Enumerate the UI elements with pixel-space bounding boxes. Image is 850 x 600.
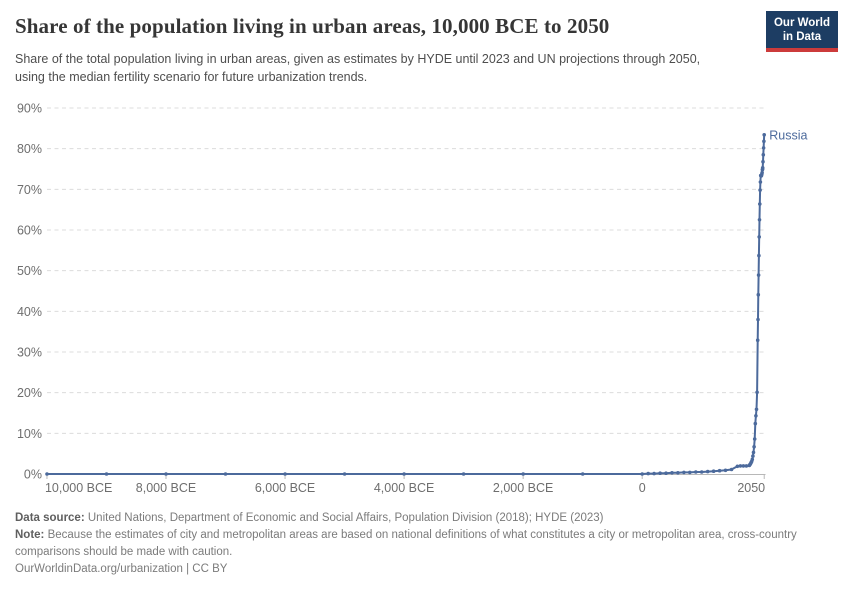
data-point-marker — [751, 450, 756, 455]
y-tick-label: 40% — [17, 305, 42, 319]
data-point-marker — [580, 472, 585, 476]
data-point-marker — [761, 146, 766, 150]
data-point-marker — [342, 472, 347, 476]
y-tick-label: 90% — [17, 101, 42, 115]
owid-logo[interactable]: Our World in Data — [765, 11, 838, 52]
data-point-marker — [711, 469, 716, 474]
y-tick-label: 20% — [17, 386, 42, 400]
data-point-marker — [757, 235, 761, 239]
data-point-marker — [741, 464, 746, 468]
data-source-line: Data source: United Nations, Department … — [15, 510, 835, 527]
data-point-marker — [676, 471, 680, 475]
data-point-marker — [521, 472, 525, 476]
data-point-marker — [752, 437, 757, 441]
data-point-marker — [760, 166, 765, 170]
data-point-marker — [705, 469, 710, 474]
data-point-marker — [760, 170, 764, 175]
data-point-marker — [753, 421, 758, 426]
data-point-marker — [757, 218, 762, 222]
x-tick-label: 10,000 BCE — [45, 481, 112, 495]
data-point-marker — [658, 471, 662, 476]
data-point-marker — [223, 472, 228, 476]
x-tick-label: 2050 — [737, 481, 765, 495]
x-tick-label: 8,000 BCE — [136, 481, 196, 495]
y-tick-label: 60% — [17, 223, 42, 237]
data-point-marker — [688, 470, 692, 475]
data-point-marker — [754, 414, 758, 418]
x-tick-label: 6,000 BCE — [255, 481, 315, 495]
data-point-marker — [646, 471, 650, 476]
data-point-marker — [762, 139, 766, 144]
data-point-marker — [652, 471, 656, 476]
data-point-marker — [723, 468, 728, 473]
data-point-marker — [755, 390, 759, 395]
note-label: Note: — [15, 529, 45, 541]
data-point-marker — [640, 472, 644, 476]
data-point-marker — [757, 253, 761, 258]
y-tick-label: 10% — [17, 427, 42, 441]
data-point-marker — [758, 180, 763, 184]
data-point-marker — [752, 445, 756, 449]
y-tick-label: 0% — [24, 468, 42, 482]
data-point-marker — [755, 338, 760, 343]
y-tick-label: 80% — [17, 142, 42, 156]
page-title: Share of the population living in urban … — [15, 14, 610, 38]
data-point-marker — [717, 468, 722, 473]
note-text: Because the estimates of city and metrop… — [15, 529, 797, 558]
data-point-marker — [758, 188, 762, 192]
data-point-marker — [750, 457, 755, 462]
data-point-marker — [670, 471, 674, 475]
data-point-marker — [756, 292, 761, 297]
data-point-marker — [699, 470, 704, 474]
data-point-marker — [402, 472, 406, 476]
logo-line-1: Our World — [773, 17, 830, 29]
data-point-marker — [756, 273, 761, 277]
y-tick-label: 50% — [17, 264, 42, 278]
x-tick-label: 4,000 BCE — [374, 481, 434, 495]
chart-subtitle: Share of the total population living in … — [15, 52, 701, 84]
data-point-marker — [283, 472, 287, 476]
data-point-marker — [664, 471, 668, 476]
data-point-marker — [104, 472, 109, 476]
logo-line-2: in Data — [782, 31, 822, 43]
data-point-marker — [694, 470, 698, 474]
note-line: Note: Because the estimates of city and … — [15, 527, 833, 561]
data-point-marker — [738, 464, 743, 468]
data-point-marker — [751, 454, 755, 458]
license-link[interactable]: OurWorldinData.org/urbanization | CC BY — [15, 563, 228, 575]
data-point-marker — [729, 467, 734, 472]
data-point-marker — [758, 202, 762, 206]
data-point-marker — [682, 470, 686, 475]
data-source-label: Data source: — [15, 512, 85, 524]
series-line — [46, 133, 766, 475]
y-tick-label: 30% — [17, 345, 42, 359]
data-point-marker — [164, 472, 168, 476]
data-point-marker — [461, 472, 466, 476]
data-point-marker — [744, 464, 749, 468]
data-point-marker — [762, 133, 766, 137]
data-point-marker — [756, 317, 760, 322]
data-source-text: United Nations, Department of Economic a… — [87, 512, 604, 524]
y-tick-label: 70% — [17, 183, 42, 197]
entity-label[interactable]: Russia — [769, 128, 807, 142]
x-tick-label: 2,000 BCE — [493, 481, 553, 495]
data-point-marker — [761, 153, 766, 157]
data-point-marker — [754, 407, 759, 412]
data-point-marker — [45, 472, 49, 476]
data-point-marker — [735, 464, 740, 469]
x-tick-label: 0 — [639, 481, 646, 495]
data-point-marker — [761, 159, 765, 164]
